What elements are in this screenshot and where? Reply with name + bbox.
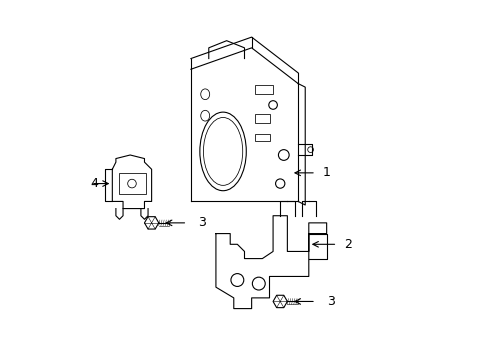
Bar — [119, 173, 146, 194]
Text: 2: 2 — [344, 238, 352, 251]
Text: 1: 1 — [323, 166, 330, 179]
Text: 3: 3 — [326, 295, 334, 308]
Text: 3: 3 — [198, 216, 205, 229]
Bar — [255, 134, 269, 141]
Bar — [255, 114, 269, 123]
Bar — [255, 85, 272, 94]
Text: 4: 4 — [90, 177, 98, 190]
